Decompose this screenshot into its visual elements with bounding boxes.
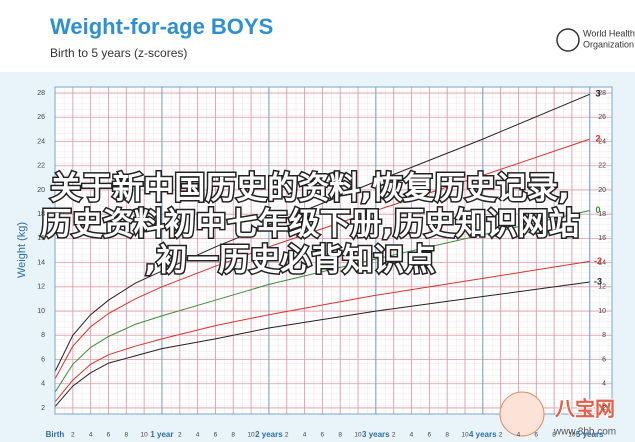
x-tick-label: 2 (285, 432, 289, 439)
curve-label: 3 (595, 89, 600, 99)
x-tick-label: 8 (338, 432, 342, 439)
overlay-text: ,初一历史必背知识点 (145, 243, 436, 279)
x-tick-label: 2 (499, 432, 503, 439)
watermark-brand: 八宝网 (555, 396, 615, 420)
x-tick-label: 6 (427, 432, 431, 439)
x-tick-label: 4 (196, 432, 200, 439)
title: Weight-for-age BOYS (50, 14, 273, 39)
curve (54, 210, 590, 393)
y-tick-label: 22 (598, 163, 606, 170)
x-tick-label: Birth (46, 430, 65, 439)
y-tick-label: 2 (41, 405, 45, 412)
plot-frame (54, 86, 613, 415)
y-tick-label: 28 (598, 90, 606, 97)
logo-text: Organization (583, 39, 634, 49)
watermark-url: www.8bb.com (553, 427, 616, 438)
overlay-text: 历史资料初中七年级下册,历史知识网站 (41, 207, 580, 243)
y-tick-label: 24 (598, 138, 606, 145)
x-tick-label: 10 (461, 432, 469, 439)
y-tick-label: 10 (598, 308, 606, 315)
x-tick-label: 8 (552, 432, 556, 439)
y-tick-label: 10 (37, 308, 45, 315)
logo-text: World Health (583, 28, 635, 38)
overlay-text: 关于新中国历史的资料,恢复历史记录, (50, 171, 570, 207)
y-tick-label: 4 (602, 381, 606, 388)
curve (54, 260, 590, 403)
y-tick-label: 16 (37, 235, 45, 242)
x-tick-label: 2 (392, 432, 396, 439)
x-tick-label: 8 (231, 432, 235, 439)
x-tick-label: 4 (303, 432, 307, 439)
x-tick-label: 10 (354, 432, 362, 439)
y-tick-label: 26 (37, 114, 45, 121)
y-tick-label: 18 (598, 211, 606, 218)
y-tick-label: 8 (602, 332, 606, 339)
y-tick-label: 20 (37, 187, 45, 194)
x-tick-label: 4 (410, 432, 414, 439)
x-tick-label: 2 (178, 432, 182, 439)
y-tick-label: 20 (598, 187, 606, 194)
watermark-icon (499, 391, 545, 437)
y-tick-label: 16 (598, 235, 606, 242)
curve (54, 138, 590, 380)
x-tick-label: 10 (247, 432, 255, 439)
x-tick-label: 4 (517, 432, 521, 439)
x-tick-label: 5 years (576, 430, 604, 439)
y-tick-label: 18 (37, 211, 45, 218)
x-tick-label: 6 (534, 432, 538, 439)
curve-label: -3 (594, 276, 602, 286)
y-tick-label: 12 (37, 284, 45, 291)
y-axis-label: Weight (kg) (16, 222, 28, 278)
subtitle: Birth to 5 years (z-scores) (50, 46, 187, 60)
y-tick-label: 28 (37, 90, 45, 97)
x-tick-label: 6 (321, 432, 325, 439)
x-tick-label: 1 year (150, 430, 173, 439)
x-tick-label: 2 (71, 432, 75, 439)
x-tick-label: 6 (107, 432, 111, 439)
y-tick-label: 4 (41, 381, 45, 388)
y-tick-label: 8 (41, 332, 45, 339)
x-tick-label: 4 years (469, 430, 497, 439)
y-tick-label: 12 (598, 284, 606, 291)
curve-label: 0 (595, 205, 600, 215)
y-tick-label: 22 (37, 163, 45, 170)
x-tick-label: 10 (568, 432, 576, 439)
y-tick-label: 24 (37, 138, 45, 145)
y-tick-label: 14 (37, 259, 45, 266)
curve-label: -2 (594, 256, 602, 266)
header (0, 0, 635, 72)
x-tick-label: 8 (445, 432, 449, 439)
x-tick-label: 8 (124, 432, 128, 439)
x-tick-label: 2 years (255, 430, 283, 439)
curve-label: 2 (595, 133, 600, 143)
x-tick-label: 4 (89, 432, 93, 439)
curve (54, 281, 590, 408)
y-tick-label: 2 (602, 405, 606, 412)
curve (54, 93, 590, 372)
x-tick-label: 10 (141, 432, 149, 439)
y-tick-label: 6 (602, 356, 606, 363)
who-logo (556, 28, 580, 52)
y-tick-label: 6 (41, 356, 45, 363)
y-tick-label: 26 (598, 114, 606, 121)
x-tick-label: 3 years (362, 430, 390, 439)
y-tick-label: 14 (598, 259, 606, 266)
x-tick-label: 6 (214, 432, 218, 439)
